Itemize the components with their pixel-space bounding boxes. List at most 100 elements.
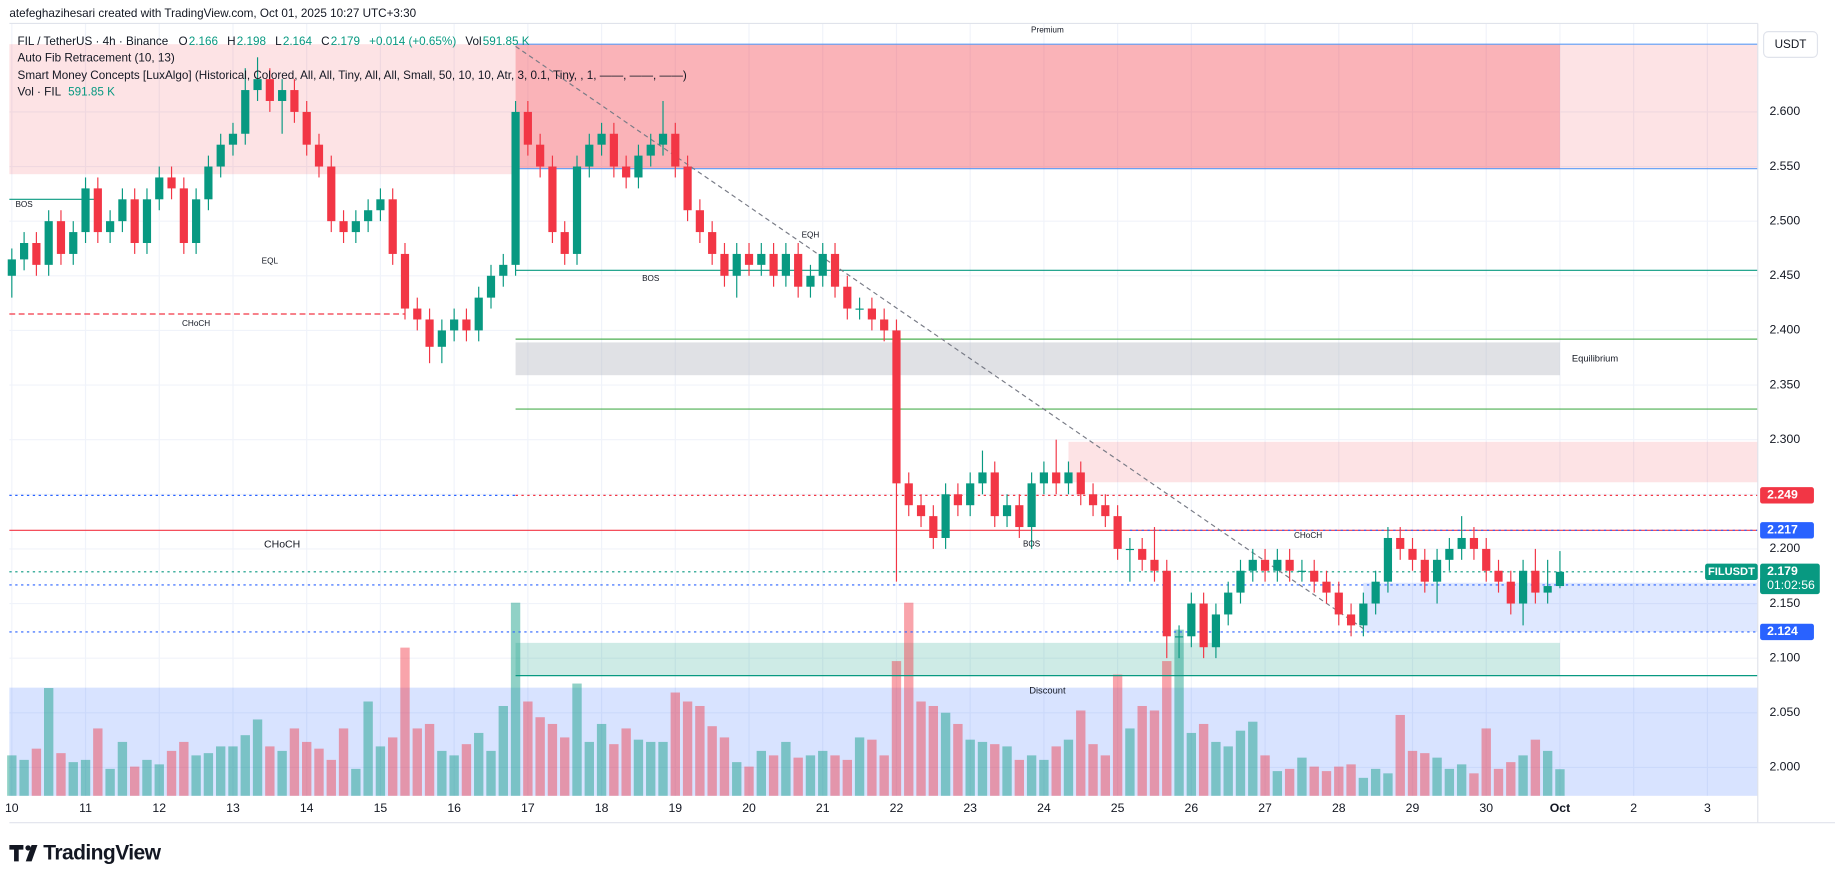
last-price: 2.179 — [1767, 564, 1798, 578]
volume-bar — [400, 647, 410, 796]
volume-bar — [768, 755, 779, 796]
y-tick-label: 2.150 — [1769, 596, 1800, 610]
volume-bar — [842, 759, 852, 796]
y-tick-label: 2.050 — [1769, 705, 1800, 719]
candle-body — [1457, 537, 1466, 549]
x-tick-label: 18 — [595, 801, 609, 815]
volume-bar — [1223, 746, 1233, 796]
volume-bar — [830, 755, 840, 796]
zone — [515, 44, 1560, 169]
last-price-box — [1760, 563, 1820, 595]
candle-body — [1162, 570, 1171, 637]
price-label-box — [1760, 487, 1814, 504]
volume-bar — [1125, 728, 1135, 796]
volume-bar — [7, 755, 17, 796]
zone-label: Equilibrium — [1572, 353, 1618, 363]
candle-body — [474, 297, 483, 331]
volume-bar — [670, 692, 680, 796]
volume-bar — [805, 755, 816, 796]
volume-bar — [1334, 766, 1344, 796]
zone — [9, 687, 1758, 796]
volume-bar — [1235, 730, 1246, 796]
volume-bar — [461, 744, 472, 796]
volume-bar — [1444, 768, 1455, 796]
candle-body — [708, 232, 717, 254]
candle-body — [843, 286, 852, 309]
candle-body — [818, 253, 827, 276]
candle-body — [81, 188, 90, 233]
price-label-box — [1760, 522, 1814, 539]
candle-body — [1088, 494, 1098, 506]
annotation: BOS — [642, 274, 660, 283]
logo-dot — [25, 845, 31, 851]
candle-body — [1224, 592, 1233, 615]
candle-body — [1064, 472, 1073, 484]
candle-body — [523, 111, 532, 145]
candle-body — [781, 253, 790, 276]
candle-body — [364, 210, 373, 222]
candle-body — [560, 232, 569, 254]
candle-body — [720, 253, 729, 276]
annotation: CHoCH — [1294, 531, 1322, 540]
y-tick-label: 2.600 — [1769, 104, 1800, 118]
volume-bar — [928, 705, 939, 796]
candle-body — [1518, 570, 1528, 604]
volume-bar — [326, 759, 336, 796]
volume-bar — [867, 739, 877, 796]
candle-body — [1236, 570, 1245, 593]
volume-bar — [1272, 771, 1283, 796]
candle-body — [118, 199, 127, 222]
candle-body — [609, 133, 618, 167]
candle-body — [437, 330, 446, 347]
candle-body — [253, 79, 262, 91]
x-tick-label: 20 — [742, 801, 756, 815]
candle-body — [413, 308, 422, 320]
indicator: Smart Money Concepts [LuxAlgo] (Historic… — [18, 69, 687, 82]
candle-body — [1494, 570, 1503, 582]
volume-bar — [498, 705, 508, 796]
volume-bar — [1456, 764, 1467, 796]
volume-bar — [105, 768, 115, 796]
volume-bar — [1100, 755, 1111, 796]
volume-bar — [1186, 732, 1197, 796]
candle-body — [1408, 548, 1417, 560]
candle-body — [314, 144, 324, 167]
volume-bar — [940, 712, 951, 796]
x-tick-label: 30 — [1479, 801, 1493, 815]
symbol-label: FILUSDT — [1708, 566, 1755, 578]
zone — [1559, 44, 1758, 169]
volume-bar — [130, 766, 140, 796]
candle-body — [929, 516, 938, 538]
y-tick-label: 2.300 — [1769, 432, 1800, 446]
candle-body — [1273, 559, 1282, 571]
candle-body — [56, 221, 66, 254]
candle-body — [93, 188, 102, 233]
candle-body — [32, 243, 41, 265]
candle-body — [241, 90, 250, 134]
zone-label: Premium — [1031, 25, 1064, 34]
candle-body — [695, 210, 704, 233]
volume-bar — [560, 737, 570, 796]
volume-indicator-name: Vol · FIL — [18, 86, 62, 99]
x-tick-label: 19 — [668, 801, 682, 815]
candle-body — [1310, 570, 1319, 582]
candle-body — [1506, 581, 1515, 604]
volume-bar — [1309, 766, 1319, 796]
candle-body — [130, 199, 139, 244]
volume-bar — [1137, 705, 1147, 796]
annotation: EQL — [262, 257, 279, 266]
volume-bar — [572, 683, 582, 796]
candle-body — [744, 253, 754, 265]
candle-body — [536, 144, 545, 167]
candle-body — [1138, 548, 1147, 560]
volume-bar — [43, 688, 54, 796]
candle-body — [732, 253, 741, 276]
volume-bar — [1026, 755, 1037, 796]
candle-body — [106, 221, 115, 233]
candle-body — [351, 221, 360, 233]
candle-body — [806, 275, 815, 287]
candle-body — [499, 264, 508, 276]
volume-bar — [1014, 759, 1025, 796]
